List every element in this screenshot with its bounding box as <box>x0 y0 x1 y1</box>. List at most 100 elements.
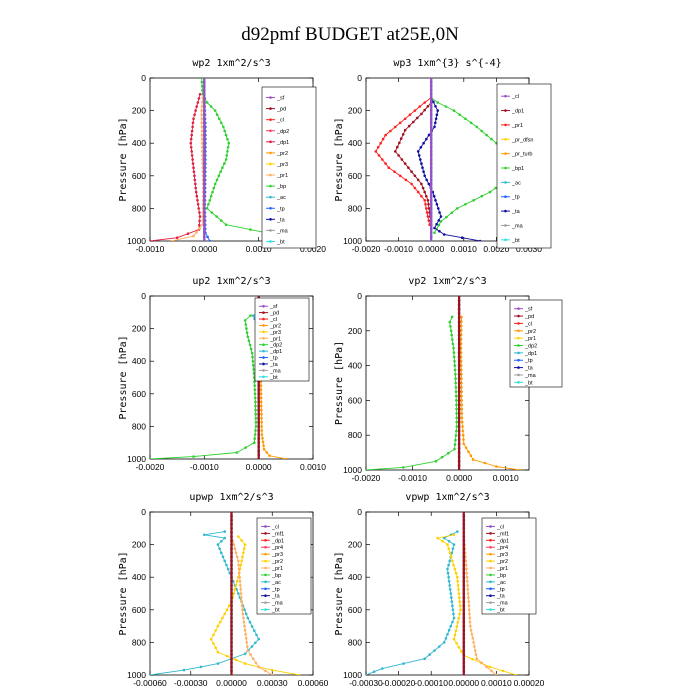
series-point <box>230 588 233 591</box>
series-point <box>460 381 463 385</box>
series-line-dp2 <box>366 316 458 470</box>
series-point <box>259 396 263 400</box>
series-point <box>218 117 221 121</box>
legend-marker <box>264 601 267 604</box>
series-point <box>396 145 399 149</box>
series-point <box>451 620 454 624</box>
series-point <box>448 320 452 324</box>
legend-marker <box>262 375 265 379</box>
series-point <box>203 190 206 194</box>
series-point <box>435 113 439 116</box>
series-point <box>257 408 261 412</box>
series-point <box>203 146 206 149</box>
series-point <box>257 449 261 453</box>
series-point <box>186 232 190 235</box>
legend-label: _pd <box>276 107 286 113</box>
y-axis-label: Pressure [hPa] <box>334 117 345 201</box>
series-point <box>457 460 461 463</box>
y-axis-label: Pressure [hPa] <box>334 551 345 635</box>
x-tick-label: -0.0010 <box>384 244 413 254</box>
series-point <box>456 621 460 624</box>
y-tick-label: 400 <box>348 572 362 582</box>
series-point <box>225 563 228 567</box>
series-point <box>454 373 457 376</box>
series-point <box>211 190 214 194</box>
series-point <box>434 199 437 202</box>
series-point <box>175 236 179 239</box>
series-point <box>198 215 202 218</box>
series-point <box>203 88 206 92</box>
series-point <box>200 113 203 116</box>
series-point <box>227 141 231 145</box>
series-point <box>462 596 466 599</box>
y-axis-label: Pressure [hPa] <box>118 335 129 419</box>
series-point <box>238 580 242 583</box>
series-point <box>244 323 248 326</box>
series-point <box>471 637 475 640</box>
series-point <box>457 588 460 591</box>
series-point <box>451 604 454 607</box>
series-point <box>465 575 469 579</box>
x-tick-label: 0.00000 <box>216 678 247 688</box>
series-point <box>253 437 256 440</box>
series-point <box>203 235 206 239</box>
series-point <box>429 113 433 116</box>
series-point <box>457 412 461 415</box>
legend-marker <box>489 594 492 597</box>
series-point <box>250 645 254 648</box>
legend-box <box>261 86 317 249</box>
y-tick-label: 600 <box>132 171 146 181</box>
series-point <box>419 146 423 149</box>
legend-marker <box>269 96 272 99</box>
series-point <box>195 194 199 198</box>
x-tick-label: 0.0010 <box>246 244 272 254</box>
series-point <box>462 543 466 546</box>
series-line-pr1 <box>171 97 204 241</box>
series-point <box>235 451 239 454</box>
series-point <box>457 312 461 315</box>
series-point <box>226 567 230 571</box>
x-tick-label: -0.00030 <box>349 678 383 688</box>
series-point <box>230 512 233 514</box>
series-group <box>366 296 521 470</box>
series-point <box>447 628 451 632</box>
series-point <box>235 555 239 559</box>
y-tick-label: 200 <box>132 540 146 550</box>
series-point <box>429 125 433 129</box>
series-point <box>221 166 224 169</box>
series-point <box>450 315 454 319</box>
y-tick-label: 800 <box>132 637 146 647</box>
legend-marker <box>264 566 267 570</box>
series-point <box>451 547 455 550</box>
legend-marker <box>504 109 507 112</box>
series-point <box>243 628 247 632</box>
series-point <box>217 174 221 178</box>
series-point <box>243 624 246 628</box>
series-point <box>265 451 269 454</box>
series-point <box>203 186 206 190</box>
series-point <box>230 522 233 526</box>
x-tick-label: -0.0010 <box>136 244 165 254</box>
series-point <box>429 207 433 210</box>
series-point <box>203 162 206 165</box>
series-point <box>203 93 206 96</box>
series-point <box>230 628 233 632</box>
series-point <box>230 604 233 607</box>
series-point <box>203 158 206 161</box>
series-point <box>460 399 464 402</box>
series-point <box>459 346 463 350</box>
legend-marker <box>504 152 507 155</box>
series-point <box>257 412 261 416</box>
series-point <box>224 158 228 161</box>
series-point <box>230 539 233 542</box>
series-point <box>250 351 254 355</box>
series-point <box>230 669 233 673</box>
series-point <box>462 661 466 665</box>
series-point <box>410 182 413 186</box>
series-point <box>190 150 193 153</box>
series-point <box>485 133 488 137</box>
legend-label: _pr3 <box>496 552 508 558</box>
series-point <box>428 653 431 656</box>
legend-marker <box>262 311 265 314</box>
series-point <box>457 325 461 328</box>
